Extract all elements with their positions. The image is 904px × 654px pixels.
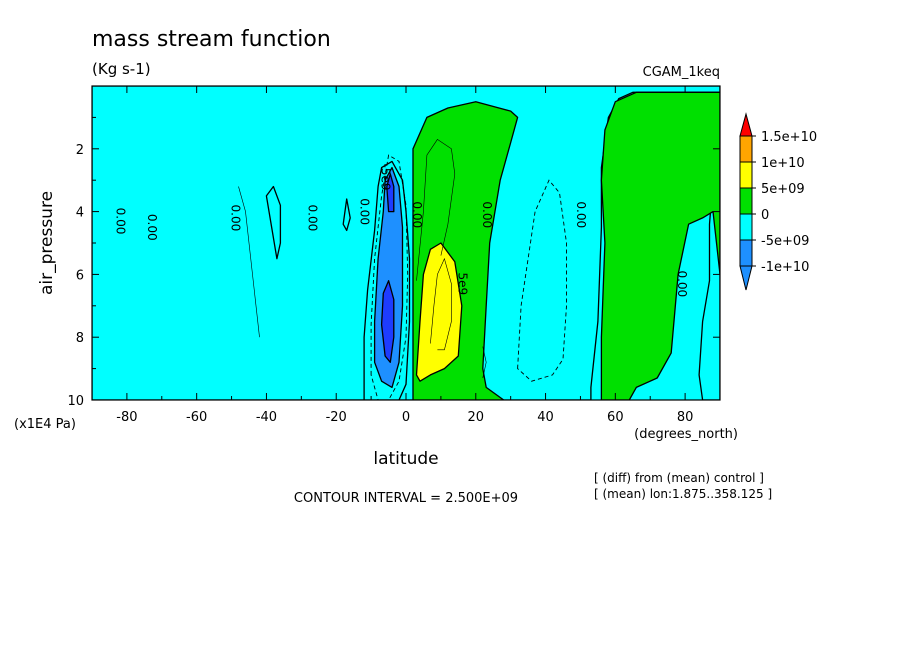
colorbar-swatch-3 (739, 187, 753, 215)
x-tick-label-0: -80 (116, 410, 137, 425)
x-axis-units: (degrees_north) (634, 427, 738, 442)
contour-label-3: 0.00 (305, 205, 319, 232)
thin-contour-1 (430, 257, 452, 351)
contour-region-8 (373, 166, 404, 389)
x-tick-label-2: -40 (256, 410, 277, 425)
dataset-label: CGAM_1keq (643, 65, 720, 80)
colorbar-label-5: -1e+10 (761, 260, 809, 275)
colorbar-label-3: 0 (761, 208, 769, 223)
colorbar-label-1: 1e+10 (761, 156, 805, 171)
x-tick-label-5: 20 (468, 410, 485, 425)
y-tick-label-0: 2 (76, 143, 84, 158)
x-axis: -80 -60 -40 -20 0 20 40 60 80 (91, 86, 721, 425)
x-axis-label: latitude (373, 449, 438, 469)
y-tick-label-3: 8 (76, 331, 84, 346)
note-mean: [ (mean) lon:1.875..358.125 ] (594, 487, 772, 501)
contour-region-11 (415, 242, 463, 382)
colorbar-label-2: 5e+09 (761, 182, 805, 197)
colorbar-legend: 1.5e+10 1e+10 5e+09 0 -5e+09 -1e+10 (739, 112, 817, 291)
contour-label-5: 0.00 (410, 201, 424, 228)
plot-area: 0.00 0.00 0.00 0.00 0.00 0.00 0.00 0.00 0.00 5e9 -… (92, 86, 720, 400)
dashed-contour-1 (517, 179, 567, 382)
contour-label-4: 0.00 (358, 198, 372, 225)
x-tick-label-8: 80 (677, 410, 694, 425)
note-diff: [ (diff) from (mean) control ] (594, 471, 764, 485)
contour-label-7: 0.00 (574, 201, 588, 228)
x-tick-label-6: 40 (537, 410, 554, 425)
x-tick-label-4: 0 (402, 410, 410, 425)
contour-label-9: 5e9 (455, 272, 469, 295)
y-axis-units: (x1E4 Pa) (14, 417, 76, 432)
colorbar-label-0: 1.5e+10 (761, 130, 817, 145)
y-tick-label-2: 6 (76, 268, 84, 283)
contour-region-6 (600, 91, 720, 400)
contour-label-6: 0.00 (480, 201, 494, 228)
colorbar-bottom-arrow (739, 265, 753, 291)
contour-label-8: 0.00 (675, 270, 689, 297)
y-tick-label-4: 10 (67, 394, 84, 409)
contour-label-2: 0.00 (229, 205, 243, 232)
x-tick-label-7: 60 (607, 410, 624, 425)
colorbar-top-arrow (739, 112, 753, 137)
contour-label-1: 0.00 (145, 214, 159, 241)
y-tick-label-1: 4 (76, 206, 84, 221)
x-tick-label-3: -20 (326, 410, 347, 425)
y-axis: 2 4 6 8 10 (67, 116, 720, 409)
chart-units: (Kg s-1) (92, 60, 151, 78)
colorbar-swatch-2 (739, 161, 753, 189)
colorbar-swatch-1 (739, 135, 753, 163)
contour-region-12 (265, 185, 282, 260)
colorbar-swatch-4 (739, 213, 753, 241)
thin-contour-0 (238, 186, 260, 338)
x-tick-label-1: -60 (186, 410, 207, 425)
chart-title: mass stream function (92, 27, 331, 52)
contour-label-0: 0.00 (113, 208, 127, 235)
contour-interval: CONTOUR INTERVAL = 2.500E+09 (294, 491, 518, 506)
colorbar-swatch-5 (739, 239, 753, 267)
y-axis-label: air_pressure (37, 191, 57, 295)
colorbar-label-4: -5e+09 (761, 234, 809, 249)
thin-contour-2 (416, 138, 456, 281)
thin-contour-3 (482, 346, 487, 379)
contour-region-13 (342, 198, 351, 232)
contour-label-10: -5e9 (379, 164, 393, 191)
contour-region-10 (386, 173, 395, 213)
contour-region-9 (380, 280, 395, 363)
